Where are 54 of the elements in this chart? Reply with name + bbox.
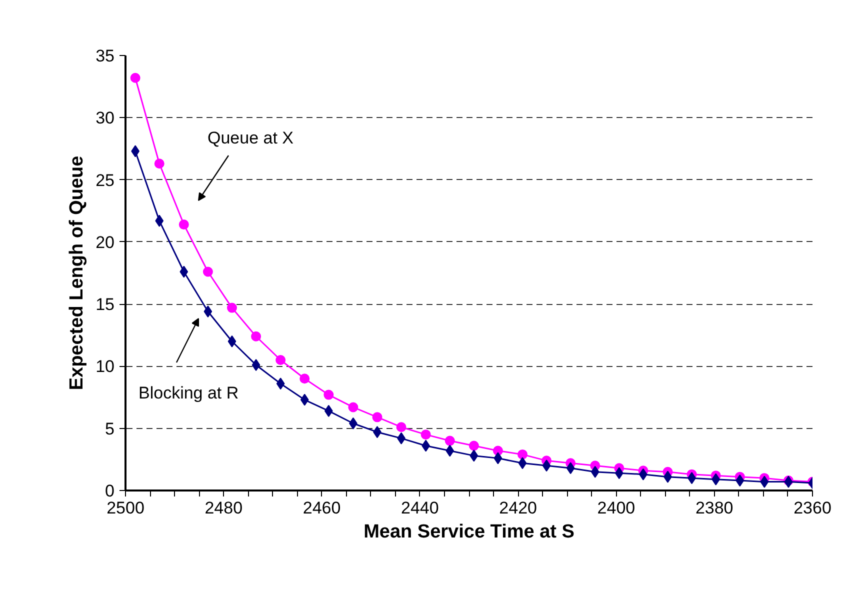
point [300, 394, 309, 406]
x-tick-label: 2360 [794, 498, 832, 518]
annotation: Queue at X [208, 128, 294, 148]
point [324, 390, 334, 400]
x-tick-label: 2380 [695, 498, 734, 518]
point [468, 440, 479, 451]
x-tick-label: 2460 [302, 498, 341, 518]
point [372, 412, 382, 422]
point [736, 474, 744, 487]
point [178, 220, 189, 230]
y-tick-label: 5 [105, 419, 115, 438]
point [542, 460, 551, 472]
x-tick-label: 2440 [401, 498, 439, 518]
x-axis-title: Mean Service Time at S [364, 522, 574, 542]
y-tick-label: 10 [96, 357, 115, 376]
y-tick-label: 15 [96, 295, 115, 314]
point [518, 457, 527, 470]
point [590, 466, 600, 478]
y-tick-label: 35 [96, 46, 115, 66]
point [494, 452, 502, 464]
point [300, 374, 310, 384]
point [444, 436, 455, 446]
point [202, 266, 213, 277]
point [130, 72, 140, 83]
y-axis-title: Expected Lengh of Queue [66, 156, 88, 390]
point [276, 355, 286, 365]
point [420, 430, 431, 440]
y-tick-label: 25 [96, 170, 115, 190]
y-tick-label: 20 [96, 232, 115, 252]
point [760, 476, 769, 488]
point [348, 402, 358, 412]
point [252, 358, 260, 371]
x-tick-label: 2420 [499, 498, 537, 518]
point [614, 467, 624, 480]
point [251, 331, 262, 342]
point [566, 462, 575, 474]
point [446, 444, 454, 457]
point [204, 306, 212, 318]
point [470, 450, 478, 462]
annotation: Blocking at R [138, 384, 239, 402]
point [276, 378, 285, 390]
point [517, 449, 528, 460]
x-tick-label: 2400 [597, 498, 636, 518]
y-tick-label: 0 [105, 482, 115, 500]
x-tick-label: 2480 [204, 498, 243, 518]
point [324, 404, 333, 417]
point [155, 214, 164, 227]
x-tick-label: 2500 [106, 498, 144, 518]
y-tick-label: 30 [96, 108, 115, 128]
point [226, 302, 237, 313]
point [228, 335, 236, 348]
point [154, 158, 164, 169]
point [180, 266, 188, 278]
point [396, 422, 406, 432]
